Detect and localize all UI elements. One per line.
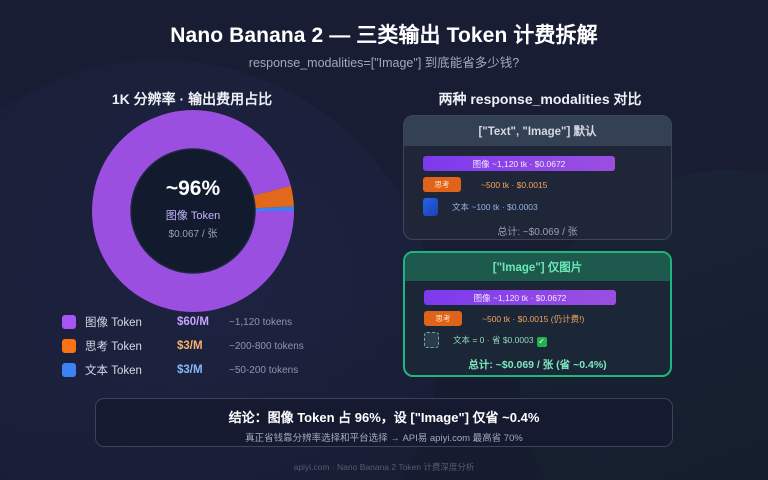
- donut-chart-title: 1K 分辨率 · 输出费用占比: [111, 91, 273, 107]
- legend-price: $3/M: [177, 340, 203, 352]
- legend-item-text-token: 文本 Token $3/M ~50-200 tokens: [62, 358, 362, 382]
- check-icon: ✓: [536, 336, 547, 347]
- legend-price: $60/M: [177, 316, 209, 328]
- conclusion-headline: 结论：图像 Token 占 96%，设 ["Image"] 仅省 ~0.4%: [228, 410, 540, 425]
- text-token-note: 文本 ~100 tk · $0.0003: [452, 202, 538, 212]
- thinking-token-row: 思考 ~500 tk · $0.0015: [423, 177, 547, 192]
- legend-label: 图像 Token: [85, 317, 142, 329]
- legend-tokens: ~50-200 tokens: [229, 364, 299, 376]
- legend-price: $3/M: [177, 364, 203, 376]
- thinking-token-row: 思考 ~500 tk · $0.0015 (仍计费!): [424, 311, 584, 326]
- card-title: ["Text", "Image"] 默认: [404, 116, 671, 146]
- chart-legend: 图像 Token $60/M ~1,120 tokens 思考 Token $3…: [62, 310, 362, 382]
- legend-item-image-token: 图像 Token $60/M ~1,120 tokens: [62, 310, 362, 334]
- donut-hole: [130, 148, 256, 274]
- legend-swatch-blue: [62, 363, 76, 377]
- thinking-token-bar: 思考: [423, 177, 461, 192]
- donut-chart: [92, 110, 294, 312]
- text-token-note: 文本 = 0 · 省 $0.0003 ✓: [453, 334, 547, 347]
- footer-credit: apiyi.com · Nano Banana 2 Token 计费深度分析: [293, 462, 475, 472]
- card-title: ["Image"] 仅图片: [405, 253, 670, 281]
- text-token-bar: [423, 198, 438, 216]
- text-token-row: 文本 = 0 · 省 $0.0003 ✓: [424, 332, 547, 348]
- thinking-token-bar: 思考: [424, 311, 462, 326]
- legend-tokens: ~1,120 tokens: [229, 316, 293, 328]
- card-text-image-default: ["Text", "Image"] 默认 图像 ~1,120 tk · $0.0…: [403, 115, 672, 240]
- text-token-row: 文本 ~100 tk · $0.0003: [423, 198, 538, 216]
- text-token-note-label: 文本 = 0 · 省 $0.0003: [453, 334, 534, 345]
- donut-slice-image: [92, 110, 294, 312]
- legend-label: 思考 Token: [85, 341, 142, 353]
- comparison-title: 两种 response_modalities 对比: [438, 91, 642, 107]
- conclusion-box: 结论：图像 Token 占 96%，设 ["Image"] 仅省 ~0.4% 真…: [95, 398, 673, 447]
- page-title: Nano Banana 2 — 三类输出 Token 计费拆解: [170, 24, 598, 47]
- image-token-bar: 图像 ~1,120 tk · $0.0672: [423, 156, 615, 171]
- donut-slice-thinking: [253, 185, 294, 209]
- thinking-token-note: ~500 tk · $0.0015 (仍计费!): [482, 313, 585, 324]
- image-token-row: 图像 ~1,120 tk · $0.0672: [423, 156, 615, 171]
- image-token-row: 图像 ~1,120 tk · $0.0672: [424, 290, 616, 305]
- legend-swatch-purple: [62, 315, 76, 329]
- card-total: 总计: ~$0.069 / 张: [497, 227, 578, 238]
- conclusion-subtext: 真正省钱靠分辨率选择和平台选择 → API易 apiyi.com 最高省 70%: [245, 433, 523, 444]
- legend-swatch-orange: [62, 339, 76, 353]
- text-token-bar-empty: [424, 332, 439, 348]
- card-total: 总计: ~$0.069 / 张 (省 ~0.4%): [468, 359, 607, 371]
- image-token-bar: 图像 ~1,120 tk · $0.0672: [424, 290, 616, 305]
- card-image-only: ["Image"] 仅图片 图像 ~1,120 tk · $0.0672 思考 …: [403, 251, 672, 377]
- legend-tokens: ~200-800 tokens: [229, 340, 304, 352]
- thinking-token-note: ~500 tk · $0.0015: [481, 179, 548, 190]
- page-subtitle: response_modalities=["Image"] 到底能省多少钱?: [248, 56, 520, 70]
- legend-item-thinking-token: 思考 Token $3/M ~200-800 tokens: [62, 334, 362, 358]
- donut-slice-text: [254, 206, 294, 211]
- legend-label: 文本 Token: [85, 365, 142, 377]
